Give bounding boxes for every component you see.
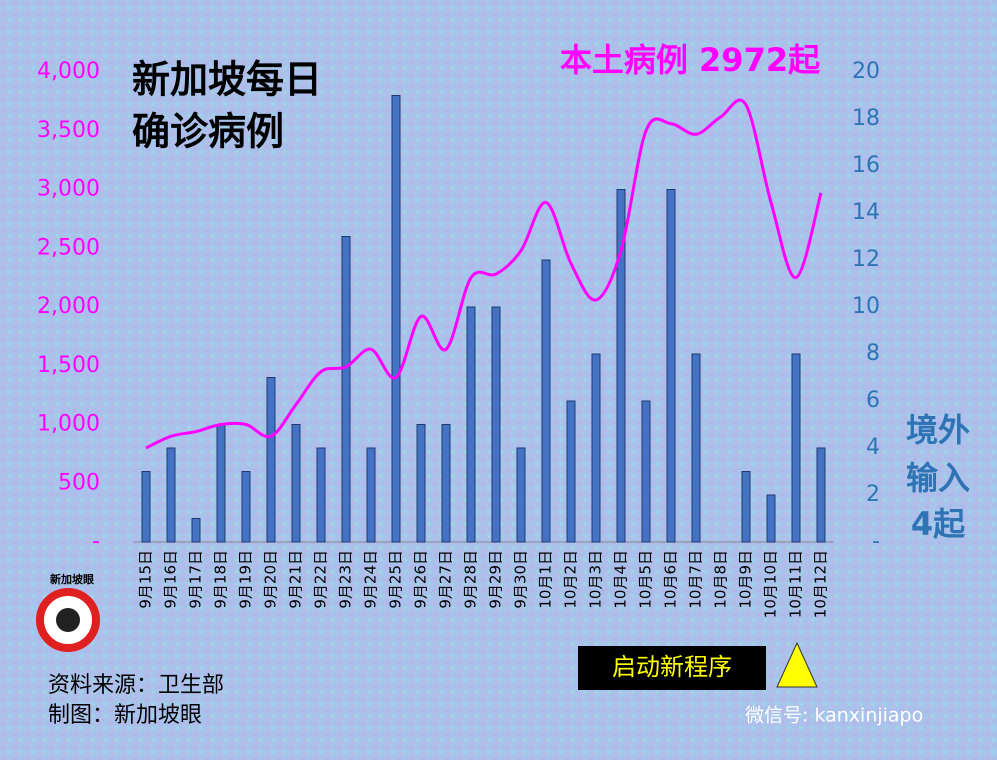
bar bbox=[491, 306, 501, 543]
y2-tick-label: 2 bbox=[866, 482, 880, 507]
imported-annotation: 境外 bbox=[906, 411, 970, 449]
y-tick-label: 3,000 bbox=[37, 177, 100, 202]
bar bbox=[316, 447, 326, 543]
bar bbox=[766, 494, 776, 543]
y-tick-label: 3,500 bbox=[37, 118, 100, 143]
y2-tick-label: 6 bbox=[866, 388, 880, 413]
event-box bbox=[578, 646, 766, 690]
bar bbox=[691, 353, 701, 543]
x-tick-label: 9月22日 bbox=[312, 550, 330, 609]
line bbox=[145, 98, 823, 450]
bar bbox=[416, 424, 426, 543]
y2-tick-label: 8 bbox=[866, 341, 880, 366]
y-tick-label: - bbox=[92, 529, 100, 554]
y-tick-label: 2,000 bbox=[37, 294, 100, 319]
event-label: 启动新程序 bbox=[612, 653, 732, 681]
event-marker bbox=[776, 641, 818, 688]
x-tick-label: 9月15日 bbox=[137, 550, 155, 609]
y-tick-label: 4,000 bbox=[37, 59, 100, 84]
logo-icon bbox=[56, 608, 80, 632]
bar bbox=[666, 189, 676, 543]
bar bbox=[441, 424, 451, 543]
x-tick-label: 10月3日 bbox=[587, 550, 605, 609]
y2-tick-label: 14 bbox=[852, 200, 880, 225]
bar bbox=[166, 447, 176, 543]
local-annotation: 本土病例 2972起 bbox=[560, 41, 821, 79]
bar bbox=[391, 95, 401, 543]
imported-annotation: 4起 bbox=[911, 505, 966, 543]
bar bbox=[366, 447, 376, 543]
y2-tick-label: 16 bbox=[852, 153, 880, 178]
bar bbox=[791, 353, 801, 543]
imported-annotation: 输入 bbox=[906, 459, 970, 497]
x-tick-label: 9月20日 bbox=[262, 550, 280, 609]
bar bbox=[266, 377, 276, 543]
credit: 制图：新加坡眼 bbox=[48, 703, 202, 728]
source: 资料来源：卫生部 bbox=[48, 673, 224, 698]
x-tick-label: 9月25日 bbox=[387, 550, 405, 609]
x-tick-label: 9月28日 bbox=[462, 550, 480, 609]
x-tick-label: 9月19日 bbox=[237, 550, 255, 609]
y2-tick-label: 18 bbox=[852, 106, 880, 131]
y-tick-label: 2,500 bbox=[37, 235, 100, 260]
x-tick-label: 10月8日 bbox=[712, 550, 730, 609]
y2-tick-label: 12 bbox=[852, 247, 880, 272]
y2-tick-label: 4 bbox=[866, 435, 880, 460]
bar bbox=[466, 306, 476, 543]
y2-tick-label: 20 bbox=[852, 59, 880, 84]
bar bbox=[541, 259, 551, 543]
bar bbox=[241, 471, 251, 543]
x-tick-label: 10月9日 bbox=[737, 550, 755, 609]
bar bbox=[816, 447, 826, 543]
x-tick-label: 9月26日 bbox=[412, 550, 430, 609]
watermark: 微信号: kanxinjiapo bbox=[745, 705, 923, 727]
x-tick-label: 9月30日 bbox=[512, 550, 530, 609]
x-tick-label: 10月5日 bbox=[637, 550, 655, 609]
bar bbox=[216, 424, 226, 543]
bar bbox=[291, 424, 301, 543]
bar bbox=[341, 236, 351, 543]
x-tick-label: 10月2日 bbox=[562, 550, 580, 609]
logo-text: 新加坡眼 bbox=[50, 572, 94, 586]
x-tick-label: 10月6日 bbox=[662, 550, 680, 609]
y-tick-label: 500 bbox=[58, 470, 100, 495]
bar bbox=[741, 471, 751, 543]
bar bbox=[566, 400, 576, 543]
x-tick-label: 9月21日 bbox=[287, 550, 305, 609]
x-tick-label: 9月23日 bbox=[337, 550, 355, 609]
bar bbox=[516, 447, 526, 543]
x-tick-label: 9月24日 bbox=[362, 550, 380, 609]
chart-title: 确诊病例 bbox=[132, 110, 284, 154]
x-tick-label: 9月16日 bbox=[162, 550, 180, 609]
y-tick-label: 1,000 bbox=[37, 412, 100, 437]
x-tick-label: 9月29日 bbox=[487, 550, 505, 609]
chart-title: 新加坡每日 bbox=[132, 58, 322, 102]
x-tick-label: 10月7日 bbox=[687, 550, 705, 609]
x-tick-label: 10月12日 bbox=[812, 550, 830, 618]
bar bbox=[641, 400, 651, 543]
x-tick-label: 10月4日 bbox=[612, 550, 630, 609]
x-tick-label: 9月17日 bbox=[187, 550, 205, 609]
x-tick-label: 9月18日 bbox=[212, 550, 230, 609]
x-tick-label: 10月10日 bbox=[762, 550, 780, 618]
x-tick-label: 10月1日 bbox=[537, 550, 555, 609]
bar bbox=[141, 471, 151, 543]
bar bbox=[191, 518, 201, 543]
bar bbox=[616, 189, 626, 543]
bar bbox=[591, 353, 601, 543]
x-tick-label: 10月11日 bbox=[787, 550, 805, 618]
y-tick-label: 1,500 bbox=[37, 353, 100, 378]
y2-tick-label: - bbox=[872, 529, 880, 554]
x-tick-label: 9月27日 bbox=[437, 550, 455, 609]
y2-tick-label: 10 bbox=[852, 294, 880, 319]
